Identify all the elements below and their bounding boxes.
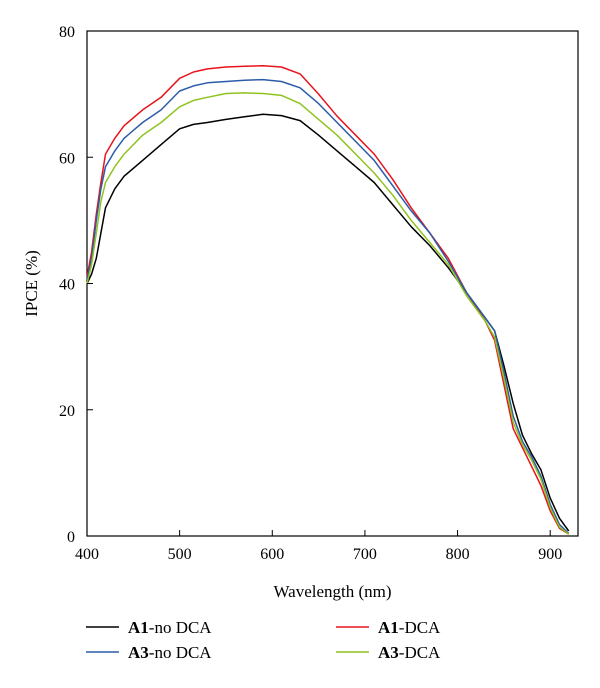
x-tick-label: 700 — [353, 546, 377, 563]
legend-label-bold: A1 — [378, 618, 399, 637]
series-line — [86, 64, 570, 535]
x-tick-label: 600 — [260, 546, 284, 563]
x-axis-ticks: 400 500 600 700 800 900 — [75, 530, 562, 563]
y-tick-label: 40 — [59, 277, 75, 294]
y-axis-title: IPCE (%) — [22, 250, 41, 317]
legend-label-bold: A3 — [128, 643, 149, 662]
y-tick-label: 60 — [59, 150, 75, 167]
series-layer — [86, 64, 570, 535]
x-tick-label: 500 — [168, 546, 192, 563]
y-tick-label: 20 — [59, 403, 75, 420]
legend-label: A1-DCA — [378, 618, 441, 637]
plot-frame — [86, 30, 579, 537]
legend-label-rest: -no DCA — [149, 643, 213, 662]
legend-label-bold: A3 — [378, 643, 399, 662]
y-tick-label: 0 — [67, 529, 75, 546]
legend-label: A3-DCA — [378, 643, 441, 662]
legend-label-rest: -DCA — [399, 618, 441, 637]
legend-label: A1-no DCA — [128, 618, 212, 637]
x-tick-label: 400 — [75, 546, 99, 563]
legend-label: A3-no DCA — [128, 643, 212, 662]
series-line — [86, 78, 570, 535]
legend-label-bold: A1 — [128, 618, 149, 637]
x-tick-label: 900 — [538, 546, 562, 563]
series-line — [86, 113, 570, 532]
series-line — [86, 92, 570, 535]
y-axis-ticks: 0 20 40 60 80 — [59, 24, 93, 546]
x-axis-title: Wavelength (nm) — [273, 582, 391, 601]
legend-label-rest: -DCA — [399, 643, 441, 662]
x-tick-label: 800 — [446, 546, 470, 563]
y-tick-label: 80 — [59, 24, 75, 41]
legend-label-rest: -no DCA — [149, 618, 213, 637]
